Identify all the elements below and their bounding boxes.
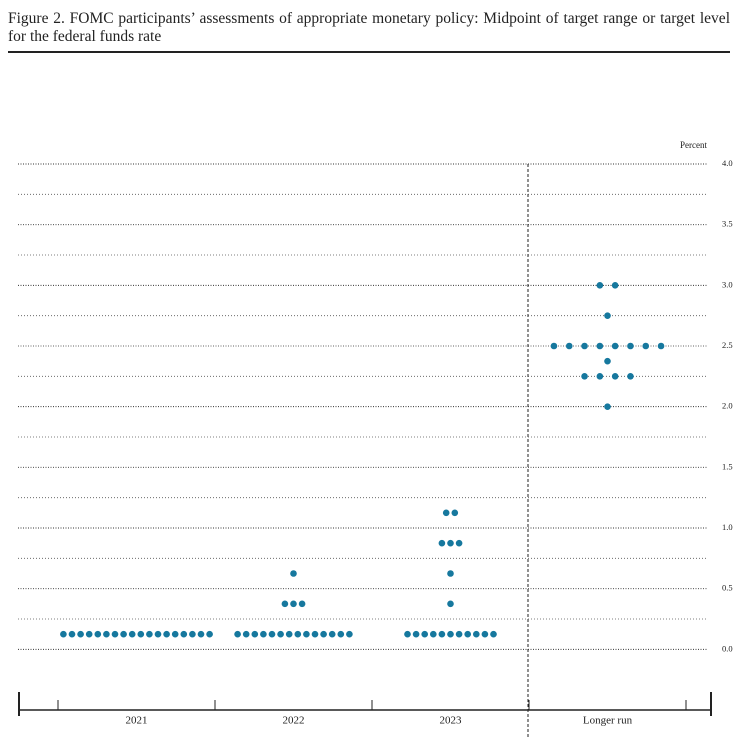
dot bbox=[604, 403, 611, 410]
title-rule bbox=[8, 51, 730, 53]
y-tick-label: 2.0 bbox=[722, 401, 733, 411]
dot bbox=[171, 630, 179, 638]
dot bbox=[77, 630, 84, 638]
dot bbox=[294, 630, 302, 638]
dot bbox=[447, 600, 454, 608]
dot bbox=[596, 373, 604, 380]
dot bbox=[285, 630, 293, 638]
y-axis-label: Percent bbox=[680, 140, 707, 150]
dot bbox=[234, 630, 241, 638]
dot bbox=[627, 342, 634, 350]
dot bbox=[627, 373, 634, 380]
dot bbox=[298, 600, 306, 608]
dot bbox=[103, 630, 110, 638]
dot bbox=[581, 342, 588, 350]
y-tick-label: 0.5 bbox=[722, 583, 733, 593]
dot bbox=[197, 630, 205, 638]
x-tick-label: Longer run bbox=[583, 715, 633, 727]
dot bbox=[611, 373, 619, 380]
dot bbox=[146, 630, 153, 638]
y-tick-label: 1.0 bbox=[722, 522, 733, 532]
dot bbox=[455, 539, 463, 547]
dot bbox=[565, 342, 573, 350]
dot bbox=[128, 630, 136, 638]
dot bbox=[137, 630, 145, 638]
dot bbox=[120, 630, 127, 638]
dot bbox=[442, 509, 450, 517]
x-tick-label: 2023 bbox=[440, 715, 463, 727]
dot bbox=[455, 630, 463, 638]
dot bbox=[111, 630, 119, 638]
dot bbox=[447, 570, 454, 577]
dot bbox=[242, 630, 250, 638]
dot bbox=[447, 539, 454, 547]
y-tick-label: 0.0 bbox=[722, 643, 733, 653]
dot bbox=[464, 630, 472, 638]
dot bbox=[581, 373, 588, 380]
dot bbox=[189, 630, 196, 638]
dot bbox=[281, 600, 289, 608]
dot bbox=[290, 600, 297, 608]
dot bbox=[412, 630, 420, 638]
dot bbox=[206, 630, 213, 638]
y-tick-label: 2.5 bbox=[722, 340, 733, 350]
dot bbox=[163, 630, 170, 638]
dot bbox=[303, 630, 310, 638]
dot bbox=[596, 282, 604, 289]
dot bbox=[180, 630, 188, 638]
dot bbox=[451, 509, 459, 517]
dot bbox=[68, 630, 76, 638]
dot bbox=[473, 630, 480, 638]
dot bbox=[320, 630, 327, 638]
dot bbox=[311, 630, 319, 638]
x-tick-label: 2021 bbox=[126, 715, 148, 727]
dot bbox=[596, 342, 604, 350]
dot bbox=[421, 630, 429, 638]
dot bbox=[611, 342, 619, 350]
dot bbox=[604, 312, 611, 319]
dot bbox=[346, 630, 353, 638]
dot bbox=[430, 630, 437, 638]
dot bbox=[438, 630, 446, 638]
dot bbox=[328, 630, 336, 638]
dot bbox=[447, 630, 454, 638]
y-tick-label: 1.5 bbox=[722, 461, 733, 471]
dot bbox=[490, 630, 497, 638]
dot bbox=[337, 630, 345, 638]
dot bbox=[85, 630, 93, 638]
dot bbox=[251, 630, 259, 638]
dot bbox=[277, 630, 284, 638]
y-tick-label: 3.5 bbox=[722, 219, 733, 229]
dot bbox=[268, 630, 276, 638]
dot bbox=[438, 539, 446, 547]
dot bbox=[604, 357, 611, 365]
dot bbox=[611, 282, 619, 289]
dot bbox=[404, 630, 411, 638]
dot bbox=[657, 342, 665, 350]
x-tick-label: 2022 bbox=[283, 715, 305, 727]
dot bbox=[290, 570, 297, 577]
dot bbox=[154, 630, 162, 638]
dot bbox=[60, 630, 67, 638]
dot bbox=[260, 630, 267, 638]
y-tick-label: 4.0 bbox=[722, 158, 733, 168]
dot bbox=[550, 342, 558, 350]
dot bbox=[94, 630, 102, 638]
y-tick-label: 3.0 bbox=[722, 279, 733, 289]
dot bbox=[642, 342, 650, 350]
dot bbox=[481, 630, 489, 638]
chart-title: Figure 2. FOMC participants’ assessments… bbox=[8, 10, 730, 45]
